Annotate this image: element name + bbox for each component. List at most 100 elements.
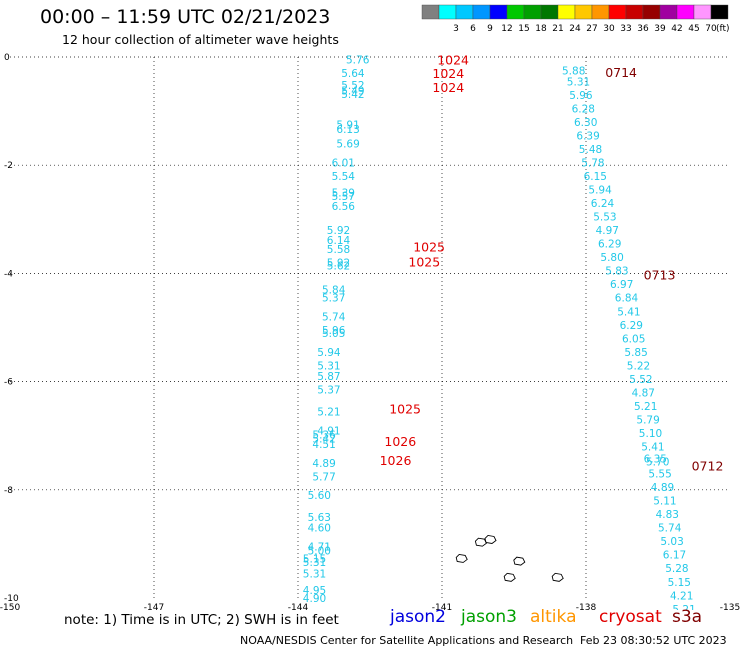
pass-time-label: 1026 — [380, 453, 412, 468]
colorbar-tick-label: 42 — [671, 24, 682, 34]
wave-height-label: 6.84 — [615, 293, 639, 305]
colorbar-bin — [710, 4, 729, 20]
wave-height-label: 4.51 — [312, 439, 335, 451]
legend-jason3: jason3 — [461, 607, 517, 627]
wave-height-label: 5.42 — [312, 433, 335, 445]
island-outline — [551, 572, 564, 582]
wave-height-label: 5.96 — [322, 325, 346, 337]
wave-height-label: 5.63 — [308, 512, 331, 524]
pass-time-label: 1024 — [437, 53, 469, 68]
wave-height-label: 5.64 — [341, 68, 365, 80]
wave-height-label: 5.21 — [672, 604, 695, 610]
lon-tick-label: -138 — [576, 603, 597, 610]
wave-height-label: 5.36 — [312, 430, 336, 442]
wave-height-label: 4.95 — [303, 585, 326, 597]
island-outline — [455, 553, 468, 563]
wave-height-label: 6.29 — [620, 320, 643, 332]
colorbar-tick-label: 3 — [453, 24, 459, 34]
colorbar-tick-label: 18 — [535, 24, 547, 34]
pass-time-label: 1025 — [408, 254, 440, 269]
wave-height-label: 5.52 — [341, 80, 364, 92]
island-outline — [474, 537, 487, 547]
wave-height-label: 5.31 — [567, 76, 590, 88]
wave-height-label: 5.39 — [332, 187, 355, 199]
pass-time-label: 0713 — [644, 267, 676, 282]
colorbar-tick-label: 33 — [620, 24, 631, 34]
wave-height-label: 5.05 — [322, 328, 345, 340]
lon-tick-label: -141 — [432, 603, 452, 610]
wave-height-label: 5.31 — [317, 360, 340, 372]
wave-height-label: 4.89 — [651, 482, 674, 494]
wave-height-label: 5.37 — [317, 385, 340, 397]
lon-tick-label: -150 — [0, 603, 20, 610]
wave-height-label: 4.21 — [670, 590, 693, 602]
wave-height-label: 5.53 — [593, 212, 616, 224]
legend-jason2: jason2 — [390, 607, 446, 627]
pass-time-label: 0712 — [692, 458, 724, 473]
lat-tick-label: 0 — [4, 53, 10, 63]
map-subtitle: 12 hour collection of altimeter wave hei… — [62, 32, 339, 47]
colorbar-tick-label: 70 — [705, 24, 717, 34]
wave-height-label: 5.15 — [303, 554, 326, 566]
lat-tick-label: -2 — [4, 161, 13, 171]
wave-height-label: 5.37 — [322, 293, 345, 305]
wave-height-label: 6.30 — [574, 117, 597, 129]
colorbar-tick-label: 27 — [586, 24, 597, 34]
wave-height-label: 5.94 — [317, 347, 341, 359]
lat-tick-label: -6 — [4, 378, 13, 388]
lat-tick-label: -4 — [4, 269, 13, 279]
pass-time-label: 0714 — [605, 65, 637, 80]
timestamp: Feb 23 08:30:52 UTC 2023 — [580, 634, 727, 647]
map-title: 00:00 – 11:59 UTC 02/21/2023 — [40, 6, 331, 28]
wave-height-label: 5.42 — [341, 89, 364, 101]
colorbar-tick-label: 15 — [518, 24, 529, 34]
wave-height-label: 4.60 — [308, 523, 331, 535]
wave-height-label: 5.22 — [627, 360, 650, 372]
legend-altika: altika — [530, 607, 577, 627]
wave-height-label: 5.96 — [569, 90, 593, 102]
island-outline — [513, 556, 526, 566]
wave-height-label: 5.88 — [562, 66, 585, 78]
wave-height-label: 5.49 — [341, 86, 364, 98]
wave-height-label: 5.31 — [303, 569, 326, 581]
pass-time-label: 1024 — [432, 80, 464, 95]
wave-height-label: 6.56 — [332, 201, 356, 213]
wave-height-label: 5.11 — [653, 496, 676, 508]
wave-height-label: 6.13 — [336, 124, 359, 136]
wave-height-label: 5.83 — [605, 266, 628, 278]
colorbar-tick-label: 36 — [637, 24, 649, 34]
lat-tick-label: -10 — [4, 594, 19, 604]
altimeter-map: -150 -147 -144 -141 -138 -135 0 -2 -4 -6 -8 -10 5.76… — [0, 53, 740, 610]
wave-height-label: 6.35 — [644, 453, 667, 465]
wave-height-label: 6.39 — [576, 130, 599, 142]
pass-time-label: 1024 — [432, 66, 464, 81]
colorbar-tick-label: 30 — [603, 24, 615, 34]
colorbar-tick-label: 9 — [487, 24, 493, 34]
wave-height-label: 5.79 — [636, 414, 659, 426]
wave-height-label: 6.14 — [327, 235, 351, 247]
wave-height-label: 5.03 — [660, 536, 683, 548]
wave-height-label: 5.84 — [322, 285, 346, 297]
wave-height-label: 5.85 — [624, 347, 647, 359]
colorbar-tick-label: 6 — [470, 24, 476, 34]
wave-height-label: 5.70 — [646, 457, 669, 469]
pass-time-label: 1025 — [413, 239, 445, 254]
wave-height-label: 5.28 — [665, 563, 688, 575]
wave-height-label: 5.74 — [658, 523, 682, 535]
pass-time-label: 1025 — [389, 402, 421, 417]
wave-height-label: 5.55 — [648, 469, 671, 481]
wave-height-label: 5.69 — [336, 139, 359, 151]
colorbar-tick-label: 39 — [654, 24, 666, 34]
wave-height-label: 6.05 — [622, 333, 645, 345]
wave-height-label: 5.48 — [579, 144, 602, 156]
wave-height-label: 5.62 — [327, 260, 350, 272]
footer-note: note: 1) Time is in UTC; 2) SWH is in fe… — [64, 612, 339, 628]
legend-s3a: s3a — [672, 607, 703, 627]
wave-height-label: 5.87 — [317, 371, 340, 383]
wave-height-label: 4.83 — [656, 509, 679, 521]
wave-height-label: 6.29 — [598, 239, 621, 251]
colorbar-tick-label: 12 — [501, 24, 512, 34]
wave-height-label: 5.76 — [346, 55, 370, 67]
wave-height-label: 6.24 — [591, 198, 615, 210]
wave-height-label: 5.54 — [332, 171, 356, 183]
